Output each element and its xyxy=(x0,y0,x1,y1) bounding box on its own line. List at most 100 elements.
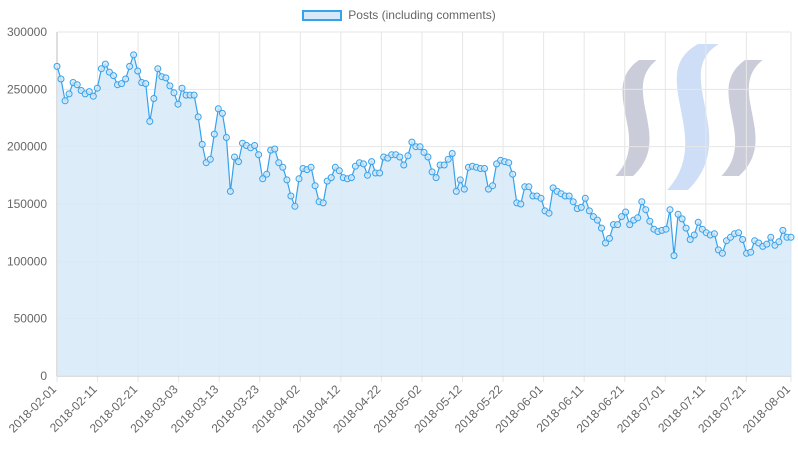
data-point xyxy=(444,155,452,163)
data-point xyxy=(678,215,686,223)
logo-wave-2 xyxy=(667,44,719,190)
data-point xyxy=(509,170,517,178)
data-point xyxy=(569,198,577,206)
data-point xyxy=(694,218,702,226)
data-point xyxy=(505,159,513,167)
data-point xyxy=(747,248,755,256)
data-point xyxy=(775,238,783,246)
data-point xyxy=(674,210,682,218)
data-point xyxy=(577,203,585,211)
data-point xyxy=(279,163,287,171)
legend-label: Posts (including comments) xyxy=(348,8,496,22)
y-tick-label: 150000 xyxy=(7,197,47,211)
legend-swatch xyxy=(302,9,343,21)
data-point xyxy=(638,198,646,206)
data-point xyxy=(585,207,593,215)
data-point xyxy=(735,229,743,237)
data-point xyxy=(101,60,109,68)
data-point xyxy=(598,224,605,232)
data-point xyxy=(517,200,525,208)
data-point xyxy=(255,151,263,159)
data-point xyxy=(222,134,230,141)
data-point xyxy=(295,175,303,183)
data-point xyxy=(89,92,97,100)
data-point xyxy=(118,80,125,88)
data-point xyxy=(626,221,634,229)
data-point xyxy=(360,160,367,168)
data-point xyxy=(690,231,698,239)
data-point xyxy=(448,150,456,157)
data-point xyxy=(634,214,642,222)
data-point xyxy=(424,153,432,161)
data-point xyxy=(174,100,182,108)
data-point xyxy=(271,145,279,153)
data-point xyxy=(396,153,404,161)
logo-wave-1 xyxy=(615,60,657,176)
data-point xyxy=(93,84,101,92)
data-point xyxy=(682,224,690,232)
data-point xyxy=(61,97,69,105)
data-point xyxy=(214,105,222,113)
data-point xyxy=(231,153,238,161)
data-point xyxy=(368,158,376,166)
y-tick-label: 200000 xyxy=(7,140,47,154)
data-point xyxy=(162,74,170,82)
data-point xyxy=(283,176,291,184)
data-point xyxy=(335,167,343,175)
data-point xyxy=(126,62,134,70)
data-point xyxy=(622,208,630,216)
data-point xyxy=(428,168,436,176)
data-point xyxy=(53,62,61,70)
data-point xyxy=(166,82,174,90)
data-point xyxy=(142,80,150,88)
data-point xyxy=(581,194,589,202)
data-point xyxy=(327,174,335,182)
data-point xyxy=(432,174,440,182)
data-point xyxy=(251,142,259,149)
data-point xyxy=(779,226,787,234)
data-point xyxy=(65,90,73,98)
data-point xyxy=(452,187,460,195)
data-point xyxy=(739,236,747,243)
data-point xyxy=(593,216,601,224)
data-point xyxy=(150,95,158,102)
data-point xyxy=(408,138,416,146)
data-point xyxy=(154,65,162,73)
data-point xyxy=(404,152,412,160)
data-point xyxy=(400,161,408,169)
data-point xyxy=(97,65,105,73)
data-point xyxy=(134,67,142,75)
data-point xyxy=(537,194,545,202)
y-tick-label: 0 xyxy=(40,369,47,383)
data-point xyxy=(420,148,428,156)
data-point xyxy=(263,170,271,178)
y-tick-label: 300000 xyxy=(7,25,47,39)
y-tick-label: 50000 xyxy=(14,312,48,326)
data-point xyxy=(460,185,468,193)
data-point xyxy=(618,213,626,221)
data-point xyxy=(210,130,218,138)
data-point xyxy=(646,217,654,225)
legend[interactable]: Posts (including comments) xyxy=(0,8,798,22)
data-point xyxy=(190,91,198,99)
data-point xyxy=(85,88,93,96)
data-point xyxy=(606,234,613,242)
data-point xyxy=(146,117,154,125)
data-point xyxy=(565,192,573,200)
data-point xyxy=(311,182,319,190)
data-point xyxy=(686,236,694,243)
x-tick-label: 2018-08-01 xyxy=(740,382,794,436)
data-point xyxy=(376,169,384,177)
data-point xyxy=(614,221,622,229)
data-point xyxy=(110,72,117,80)
data-point xyxy=(347,174,355,182)
data-point xyxy=(57,75,65,83)
y-tick-label: 100000 xyxy=(7,254,47,268)
data-point xyxy=(275,159,283,167)
data-point xyxy=(787,233,795,241)
data-point xyxy=(226,187,234,195)
data-point xyxy=(170,89,178,97)
data-point xyxy=(206,155,214,163)
